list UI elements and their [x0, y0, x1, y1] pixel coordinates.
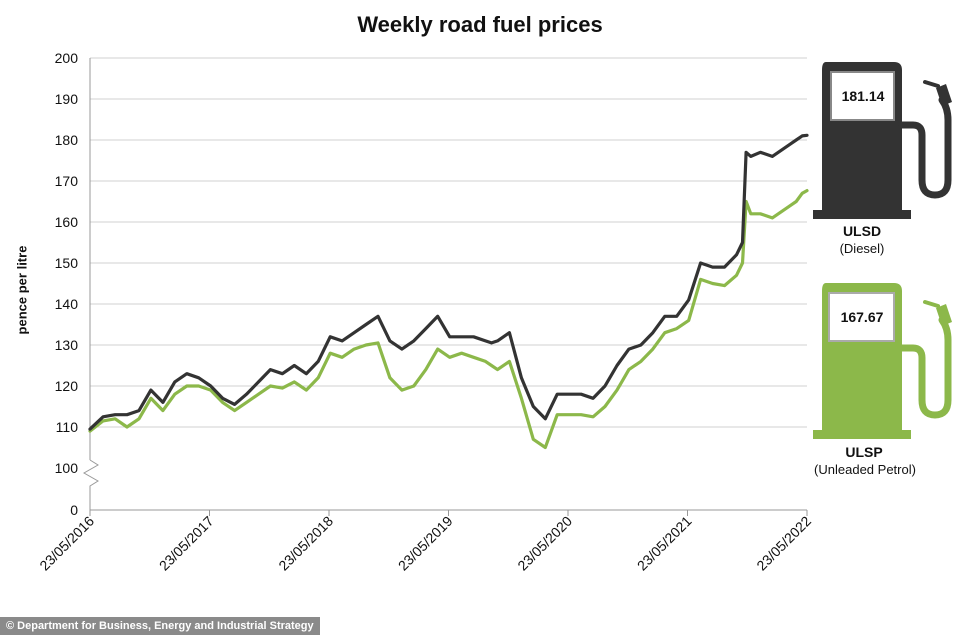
- y-tick-label: 120: [55, 378, 79, 394]
- y-tick-label: 140: [55, 296, 79, 312]
- x-tick-label: 23/05/2020: [514, 513, 575, 574]
- y-axis-break: [82, 459, 99, 510]
- petrol-legend-name: ULSP: [845, 444, 883, 460]
- petrol-pump-icon: [813, 283, 952, 439]
- source-credit: © Department for Business, Energy and In…: [0, 617, 320, 635]
- y-tick-label: 110: [56, 419, 79, 435]
- y-tick-label: 150: [55, 255, 79, 271]
- x-tick-label: 23/05/2018: [275, 513, 336, 574]
- x-tick-label: 23/05/2022: [753, 513, 814, 574]
- y-tick-label: 130: [55, 337, 79, 353]
- x-tick-label: 23/05/2019: [395, 513, 456, 574]
- petrol-price-value: 167.67: [840, 309, 884, 325]
- diesel-price-value: 181.14: [841, 88, 885, 104]
- diesel-legend-subtitle: (Diesel): [839, 241, 885, 256]
- y-tick-label: 100: [55, 460, 79, 476]
- x-tick-labels: 23/05/2016 23/05/2017 23/05/2018 23/05/2019…: [36, 510, 814, 574]
- diesel-series-line: [88, 133, 809, 431]
- x-tick-label: 23/05/2021: [634, 513, 695, 574]
- gridlines: [90, 57, 807, 428]
- y-tick-label: 180: [55, 132, 79, 148]
- x-tick-label: 23/05/2016: [36, 513, 97, 574]
- x-tick-label: 23/05/2017: [156, 513, 217, 574]
- chart-title: Weekly road fuel prices: [357, 12, 603, 37]
- diesel-legend-name: ULSD: [842, 223, 882, 239]
- y-tick-label: 190: [55, 91, 79, 107]
- y-tick-label: 160: [55, 214, 79, 230]
- y-tick-labels: 0 100 110 120 130 140 150 160 170 180 190 200: [55, 50, 79, 518]
- diesel-pump-icon: [813, 62, 952, 219]
- series-lines: [88, 133, 809, 450]
- y-tick-label: 200: [55, 50, 79, 66]
- petrol-series-line: [88, 189, 809, 450]
- petrol-legend-subtitle: (Unleaded Petrol): [814, 462, 916, 477]
- y-tick-label: 0: [70, 502, 78, 518]
- y-tick-label: 170: [55, 173, 79, 189]
